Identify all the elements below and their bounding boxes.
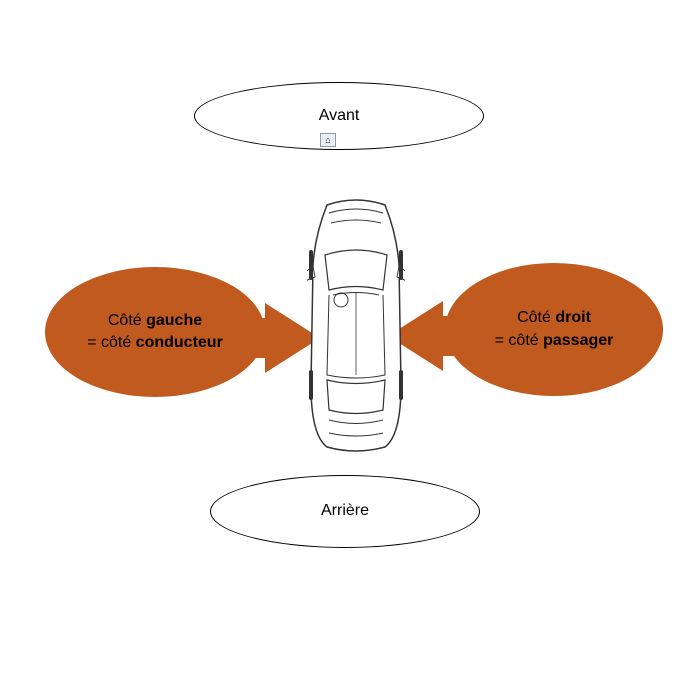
right-bold1: droit	[555, 309, 591, 326]
right-prefix1: Côté	[517, 309, 555, 326]
placeholder-icon: ⌂	[320, 133, 336, 147]
front-label: Avant	[319, 105, 360, 127]
right-label-line1: Côté droit	[517, 307, 591, 329]
car-icon	[307, 195, 405, 455]
car-top-view	[307, 195, 405, 455]
right-bold2: passager	[543, 332, 613, 349]
left-label-ellipse: Côté gauche = côté conducteur	[45, 267, 265, 397]
right-label-line2: = côté passager	[495, 330, 614, 352]
left-bold1: gauche	[146, 312, 202, 329]
left-bold2: conducteur	[136, 334, 223, 351]
rear-label: Arrière	[321, 500, 369, 522]
right-label-ellipse: Côté droit = côté passager	[445, 263, 663, 396]
left-prefix1: Côté	[108, 312, 146, 329]
rear-label-ellipse: Arrière	[210, 475, 480, 548]
right-prefix2: = côté	[495, 332, 543, 349]
left-label-line2: = côté conducteur	[87, 332, 223, 354]
left-label-line1: Côté gauche	[108, 310, 202, 332]
left-prefix2: = côté	[87, 334, 135, 351]
front-label-ellipse: Avant	[194, 82, 484, 150]
